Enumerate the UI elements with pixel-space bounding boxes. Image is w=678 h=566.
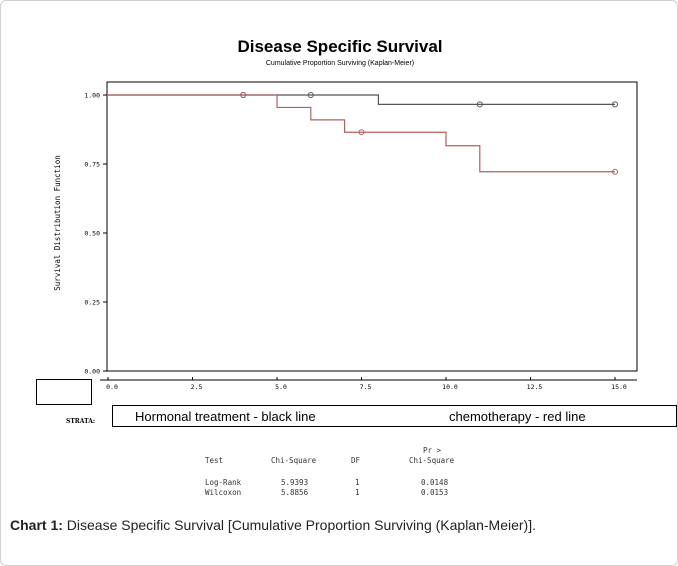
censor-marker xyxy=(476,101,483,108)
y-tick-label: 0.50 xyxy=(84,230,100,238)
stats-header-chisq: Chi-Square xyxy=(271,456,317,465)
caption-text: Disease Specific Survival [Cumulative Pr… xyxy=(62,517,536,533)
stats-row-chisq: 5.9393 xyxy=(281,478,309,487)
survival-chart: Disease Specific Survival Cumulative Pro… xyxy=(53,37,638,391)
chart-subtitle: Cumulative Proportion Surviving (Kaplan-… xyxy=(266,60,414,67)
stats-row-df: 1 xyxy=(355,478,360,487)
censor-marker xyxy=(307,92,314,98)
y-tick-label: 1.00 xyxy=(84,92,100,100)
legend-empty-box xyxy=(36,379,92,405)
censor-marker xyxy=(612,101,618,108)
censor-marker xyxy=(612,168,618,175)
strata-label: STRATA: xyxy=(66,418,96,425)
y-axis-label: Survival Distribution Function xyxy=(53,155,62,290)
stats-row-p: 0.0153 xyxy=(421,488,449,497)
censor-marker xyxy=(240,92,247,98)
x-tick-label: 7.5 xyxy=(360,383,372,391)
plot-area xyxy=(106,81,638,372)
stats-header-pr-chisq: Chi-Square xyxy=(409,456,455,465)
x-tick-label: 12.5 xyxy=(527,383,543,391)
stats-header-test: Test xyxy=(205,456,224,465)
stats-row-p: 0.0148 xyxy=(421,478,449,487)
strata-red-line-label: chemotherapy - red line xyxy=(449,409,586,424)
stats-header-pr: Pr > xyxy=(423,446,442,455)
x-tick-label: 2.5 xyxy=(191,383,203,391)
y-tick-label: 0.75 xyxy=(84,161,100,169)
figure-caption: Chart 1: Disease Specific Survival [Cumu… xyxy=(10,517,670,534)
stats-row-chisq: 5.8856 xyxy=(281,488,309,497)
series-line-1 xyxy=(108,94,615,173)
x-tick-label: 15.0 xyxy=(611,383,627,391)
y-tick-label: 0.25 xyxy=(84,299,100,307)
stats-row-test: Log-Rank xyxy=(205,478,242,487)
x-tick-label: 0.0 xyxy=(106,383,118,391)
strata-black-line-label: Hormonal treatment - black line xyxy=(135,409,316,424)
stats-row-df: 1 xyxy=(355,488,360,497)
stats-header-df: DF xyxy=(351,456,361,465)
strata-legend: Hormonal treatment - black line chemothe… xyxy=(112,405,677,427)
chart-title: Disease Specific Survival xyxy=(237,37,442,56)
censor-marker xyxy=(358,129,365,136)
x-tick-label: 5.0 xyxy=(275,383,287,391)
series-line-0 xyxy=(108,94,615,105)
y-tick-label: 0.00 xyxy=(84,368,100,376)
x-tick-label: 10.0 xyxy=(442,383,458,391)
caption-label: Chart 1: xyxy=(10,517,63,533)
stats-row-test: Wilcoxon xyxy=(205,488,242,497)
